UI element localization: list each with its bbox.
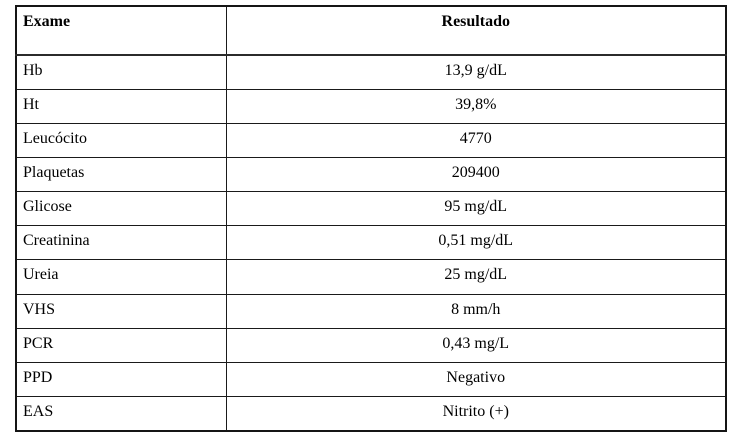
table-row: Ureia 25 mg/dL [15,259,727,295]
result-cell: 95 mg/dL [225,191,727,227]
table-row: Glicose 95 mg/dL [15,191,727,227]
table-row: Plaquetas 209400 [15,157,727,193]
exam-cell: Creatinina [15,225,227,261]
result-cell: 25 mg/dL [225,259,727,295]
exam-cell: Glicose [15,191,227,227]
header-row: Exame Resultado [15,5,727,56]
result-cell: 0,43 mg/L [225,327,727,363]
table-row: Ht 39,8% [15,89,727,125]
table-row: Creatinina 0,51 mg/dL [15,225,727,261]
exam-results-table: Exame Resultado Hb 13,9 g/dL Ht 39,8% Le… [15,5,727,432]
result-cell: 39,8% [225,89,727,125]
result-cell: 0,51 mg/dL [225,225,727,261]
table-row: PCR 0,43 mg/L [15,327,727,363]
exam-cell: PPD [15,361,227,397]
exam-cell: VHS [15,293,227,329]
table-header: Exame Resultado [15,5,727,56]
table-body: Hb 13,9 g/dL Ht 39,8% Leucócito 4770 Pla… [15,54,727,432]
result-cell: Negativo [225,361,727,397]
result-cell: Nitrito (+) [225,395,727,432]
exam-cell: PCR [15,327,227,363]
result-cell: 4770 [225,123,727,159]
exam-cell: Plaquetas [15,157,227,193]
result-cell: 209400 [225,157,727,193]
table-row: PPD Negativo [15,361,727,397]
header-cell-resultado: Resultado [225,5,727,56]
exam-cell: Ht [15,89,227,125]
table-row: Hb 13,9 g/dL [15,54,727,91]
exam-cell: Hb [15,54,227,91]
result-cell: 8 mm/h [225,293,727,329]
header-cell-exame: Exame [15,5,227,56]
exam-cell: Ureia [15,259,227,295]
table-row: EAS Nitrito (+) [15,395,727,432]
exam-cell: Leucócito [15,123,227,159]
exam-cell: EAS [15,395,227,432]
table-row: Leucócito 4770 [15,123,727,159]
result-cell: 13,9 g/dL [225,54,727,91]
table-row: VHS 8 mm/h [15,293,727,329]
